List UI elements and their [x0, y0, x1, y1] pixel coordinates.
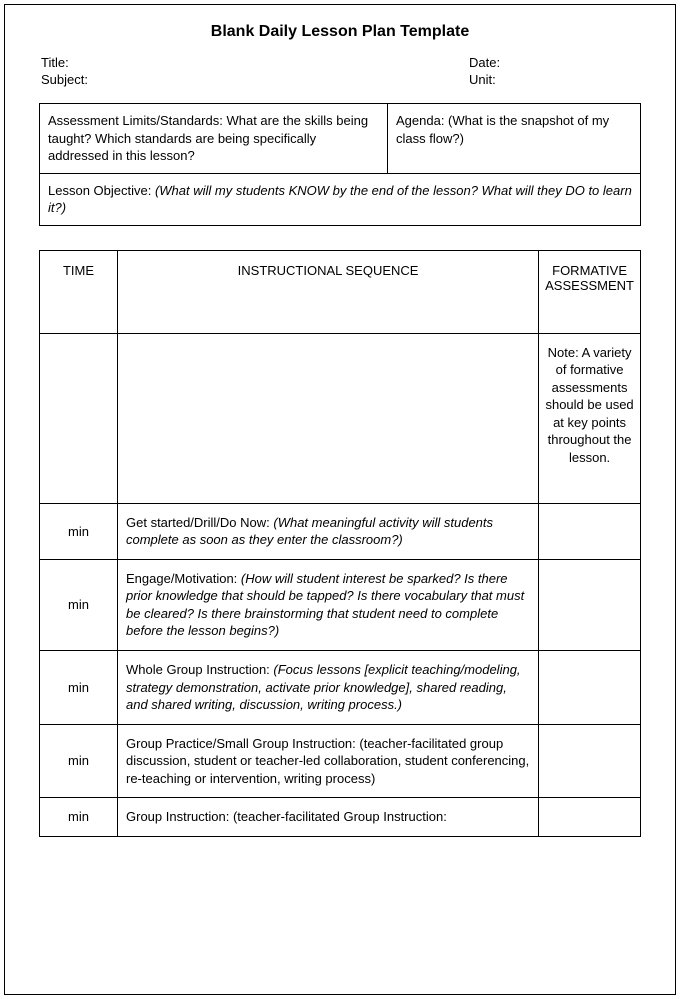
time-cell: min	[40, 724, 118, 798]
objective-cell: Lesson Objective: (What will my students…	[40, 173, 640, 225]
table-header-row: TIME INSTRUCTIONAL SEQUENCE FORMATIVE AS…	[40, 250, 641, 333]
time-cell: min	[40, 798, 118, 837]
page-title: Blank Daily Lesson Plan Template	[39, 23, 641, 41]
assessment-label: Assessment Limits/Standards:	[48, 113, 223, 128]
assess-cell	[539, 559, 641, 650]
assess-cell	[539, 724, 641, 798]
time-cell: min	[40, 503, 118, 559]
table-row: min Get started/Drill/Do Now: (What mean…	[40, 503, 641, 559]
agenda-cell: Agenda: (What is the snapshot of my clas…	[388, 104, 640, 173]
header-row-2: Subject: Unit:	[39, 72, 641, 87]
header-assessment: FORMATIVE ASSESSMENT	[539, 250, 641, 333]
unit-label: Unit:	[469, 72, 639, 87]
seq-cell: Whole Group Instruction: (Focus lessons …	[118, 651, 539, 725]
note-time-cell	[40, 333, 118, 503]
info-box: Assessment Limits/Standards: What are th…	[39, 103, 641, 226]
subject-label: Subject:	[41, 72, 469, 87]
info-box-row: Assessment Limits/Standards: What are th…	[40, 104, 640, 173]
row-label: Get started/Drill/Do Now:	[126, 515, 270, 530]
header-block: Title: Date: Subject: Unit:	[39, 55, 641, 87]
sequence-table: TIME INSTRUCTIONAL SEQUENCE FORMATIVE AS…	[39, 250, 641, 837]
table-row: min Group Instruction: (teacher-facilita…	[40, 798, 641, 837]
header-time: TIME	[40, 250, 118, 333]
row-label: Group Instruction:	[126, 809, 229, 824]
table-row: min Whole Group Instruction: (Focus less…	[40, 651, 641, 725]
table-row: min Group Practice/Small Group Instructi…	[40, 724, 641, 798]
note-seq-cell	[118, 333, 539, 503]
time-cell: min	[40, 559, 118, 650]
seq-cell: Group Instruction: (teacher-facilitated …	[118, 798, 539, 837]
seq-cell: Engage/Motivation: (How will student int…	[118, 559, 539, 650]
objective-label: Lesson Objective:	[48, 183, 151, 198]
row-label: Group Practice/Small Group Instruction:	[126, 736, 356, 751]
assess-cell	[539, 651, 641, 725]
assessment-cell: Assessment Limits/Standards: What are th…	[40, 104, 388, 173]
date-label: Date:	[469, 55, 639, 70]
assess-cell	[539, 798, 641, 837]
row-text: (teacher-facilitated Group Instruction:	[229, 809, 447, 824]
time-cell: min	[40, 651, 118, 725]
assess-cell	[539, 503, 641, 559]
row-label: Whole Group Instruction:	[126, 662, 270, 677]
table-row: min Engage/Motivation: (How will student…	[40, 559, 641, 650]
seq-cell: Get started/Drill/Do Now: (What meaningf…	[118, 503, 539, 559]
seq-cell: Group Practice/Small Group Instruction: …	[118, 724, 539, 798]
lesson-plan-page: Blank Daily Lesson Plan Template Title: …	[4, 4, 676, 995]
note-cell: Note: A variety of formative assessments…	[539, 333, 641, 503]
row-label: Engage/Motivation:	[126, 571, 237, 586]
header-row-1: Title: Date:	[39, 55, 641, 70]
header-sequence: INSTRUCTIONAL SEQUENCE	[118, 250, 539, 333]
note-row: Note: A variety of formative assessments…	[40, 333, 641, 503]
agenda-label: Agenda:	[396, 113, 444, 128]
title-label: Title:	[41, 55, 469, 70]
